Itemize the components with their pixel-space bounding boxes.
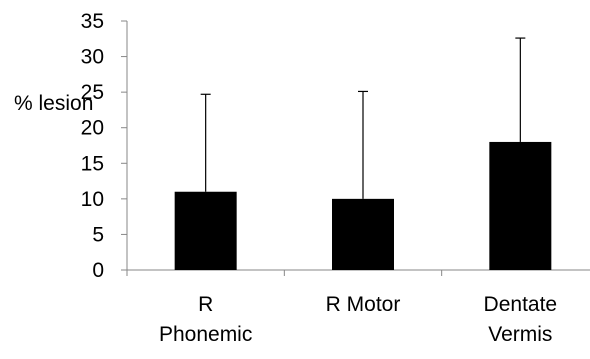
y-axis-title: % lesion xyxy=(14,92,93,115)
y-tick-label: 15 xyxy=(81,152,104,175)
y-tick-label: 35 xyxy=(81,10,104,33)
category-label-line: R Motor xyxy=(326,293,401,316)
category-label-line: Dentate xyxy=(484,293,558,316)
category-label: R Phonemic xyxy=(159,293,252,346)
bar xyxy=(332,198,394,270)
y-tick-label: 25 xyxy=(81,81,104,104)
y-tick-label: 20 xyxy=(81,117,104,140)
category-label-line: R xyxy=(198,293,213,316)
bars xyxy=(174,141,552,270)
y-tick-label: 5 xyxy=(92,223,104,246)
y-tick-label: 30 xyxy=(81,46,104,69)
bar xyxy=(489,141,552,270)
tick-labels: 0 5 10 15 20 25 30 35 xyxy=(81,10,104,282)
category-label-line: Vermis xyxy=(488,323,552,346)
category-label-line: Phonemic xyxy=(159,323,252,346)
error-bars xyxy=(200,37,526,199)
y-tick-label: 0 xyxy=(92,259,104,282)
category-label: R Motor xyxy=(326,293,401,316)
y-tick-label: 10 xyxy=(81,188,104,211)
category-labels: R Phonemic R Motor Dentate Vermis xyxy=(159,293,557,346)
category-label: Dentate Vermis xyxy=(484,293,558,346)
bar xyxy=(174,191,237,270)
